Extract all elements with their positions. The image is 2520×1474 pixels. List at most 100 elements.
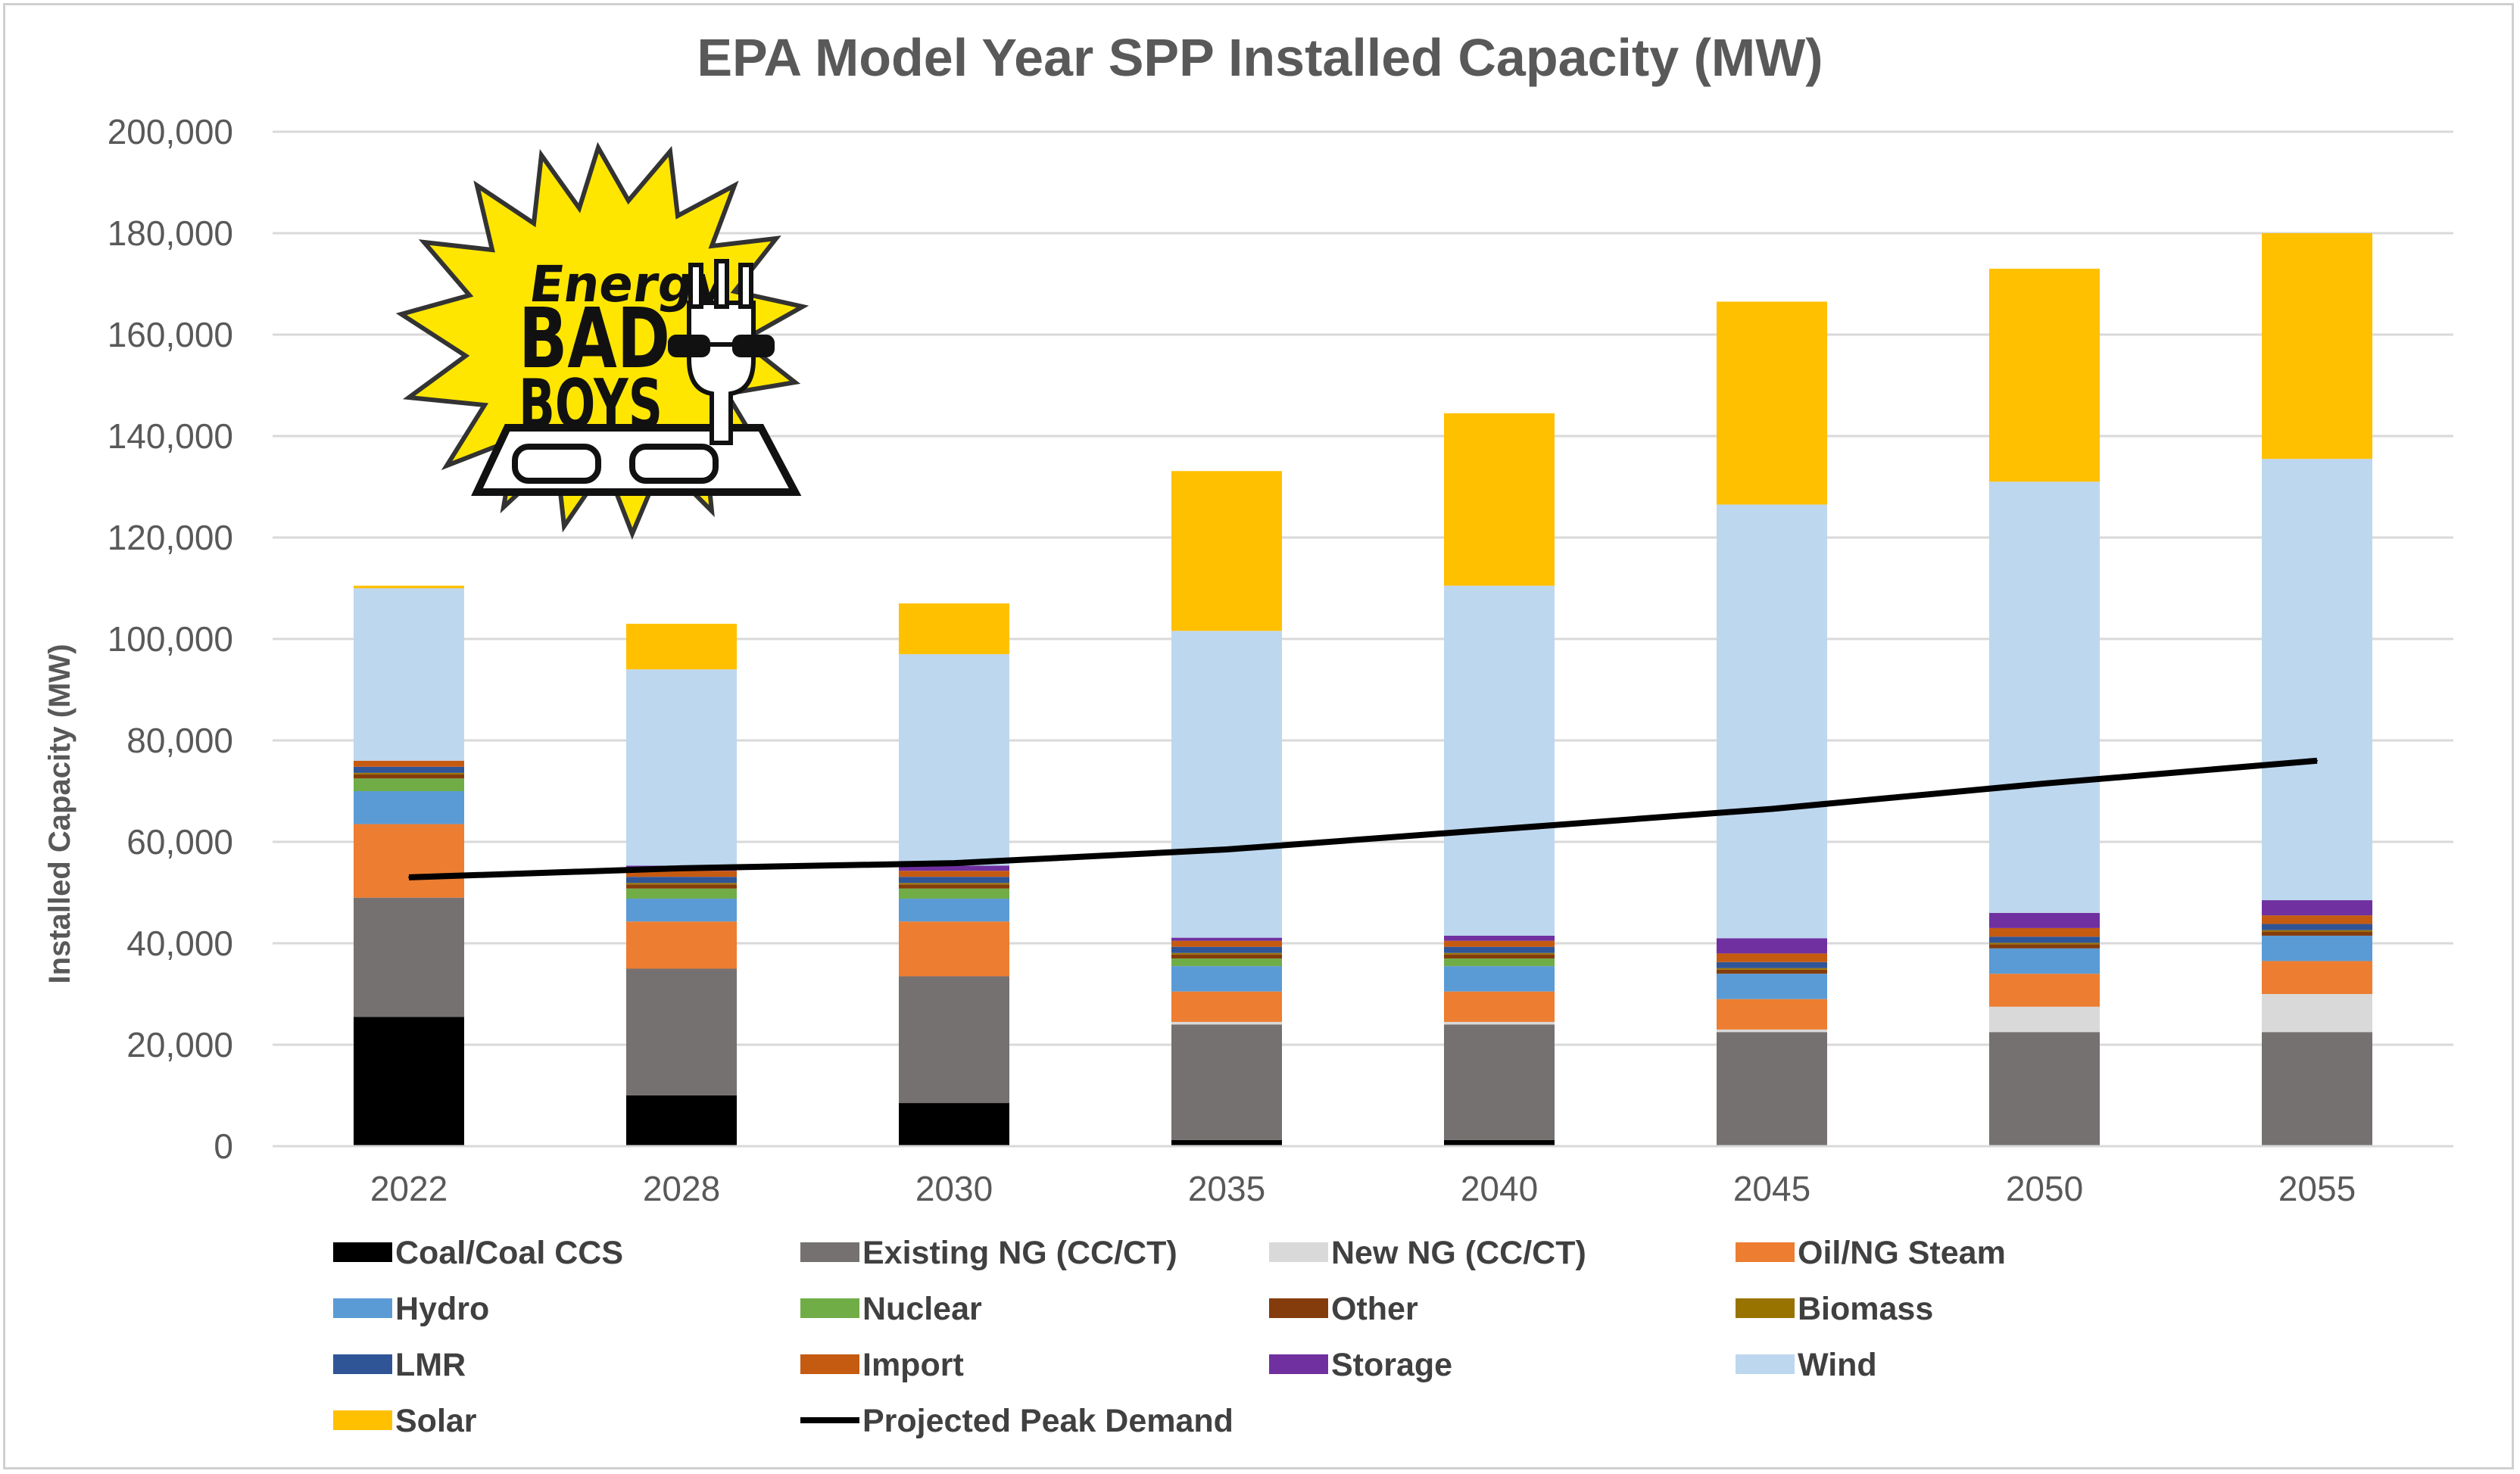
bar-existing-ng-cc-ct-2035 [1171,1024,1282,1140]
bar-coal-coal-ccs-2035 [1171,1139,1282,1146]
bar-solar-2035 [1171,471,1282,631]
x-tick-label: 2050 [2006,1169,2083,1208]
legend-item-lmr: LMR [333,1347,466,1383]
legend-item-wind: Wind [1736,1347,1877,1383]
legend-item-other: Other [1269,1291,1418,1327]
bar-wind-2022 [354,588,464,761]
bar-nuclear-2040 [1444,958,1555,967]
legend-label: Coal/Coal CCS [395,1235,623,1271]
bar-existing-ng-cc-ct-2050 [1989,1032,2100,1146]
bar-import-2050 [1989,927,2100,937]
bar-oil-ng-steam-2045 [1717,999,1827,1030]
y-tick-label: 140,000 [108,416,233,456]
bars [354,233,2372,1146]
x-tick-label: 2022 [370,1169,448,1208]
bar-hydro-2050 [1989,948,2100,974]
bar-oil-ng-steam-2028 [626,921,737,969]
x-tick-label: 2040 [1461,1169,1538,1208]
legend-item-storage: Storage [1269,1347,1452,1383]
bar-oil-ng-steam-2055 [2262,961,2372,994]
legend-label: Import [862,1347,964,1383]
bar-biomass-2055 [2262,930,2372,932]
bar-other-2022 [354,774,464,779]
legend-item-coal-coal-ccs: Coal/Coal CCS [333,1235,623,1271]
y-tick-label: 200,000 [108,112,233,151]
legend-label: Solar [395,1403,477,1439]
peak-demand-point [1226,849,1227,851]
legend-swatch [1736,1298,1795,1318]
y-tick-label: 180,000 [108,213,233,253]
legend-item-nuclear: Nuclear [800,1291,982,1327]
bar-storage-2040 [1444,935,1555,941]
bar-oil-ng-steam-2030 [899,921,1009,977]
bar-new-ng-cc-ct-2040 [1444,1021,1555,1025]
peak-demand-point [681,867,682,869]
bar-lmr-2055 [2262,924,2372,930]
legend-item-hydro: Hydro [333,1291,489,1327]
bar-oil-ng-steam-2035 [1171,991,1282,1022]
bar-solar-2050 [1989,268,2100,482]
legend-label: Biomass [1798,1291,1933,1327]
bar-stack-2045 [1717,301,1827,1146]
legend-label: New NG (CC/CT) [1331,1235,1586,1271]
y-axis-ticks: 0 20,000 40,000 60,000 80,000 100,000 120,000 1… [108,112,233,1166]
bar-biomass-2040 [1444,952,1555,955]
bar-import-2045 [1717,953,1827,962]
logo-outlet-right [629,444,719,484]
legend-swatch [1269,1242,1328,1262]
bar-coal-coal-ccs-2030 [899,1103,1009,1146]
legend-swatch [333,1298,392,1318]
bar-lmr-2040 [1444,946,1555,953]
bar-other-2028 [626,884,737,889]
bar-hydro-2022 [354,791,464,824]
x-tick-label: 2030 [915,1169,993,1208]
bar-new-ng-cc-ct-2055 [2262,994,2372,1033]
legend-swatch [1269,1354,1328,1374]
logo-text-boys: BOYS [519,365,663,444]
bar-storage-2045 [1717,938,1827,954]
legend-label: Existing NG (CC/CT) [862,1235,1177,1271]
bar-other-2055 [2262,931,2372,936]
legend-swatch [333,1410,392,1430]
legend-item-oil-ng-steam: Oil/NG Steam [1736,1235,2006,1271]
legend-swatch [1736,1354,1795,1374]
bar-new-ng-cc-ct-2035 [1171,1021,1282,1025]
legend-label: Projected Peak Demand [862,1403,1233,1439]
y-tick-label: 160,000 [108,315,233,354]
bar-existing-ng-cc-ct-2030 [899,976,1009,1104]
bar-hydro-2035 [1171,966,1282,992]
legend-label: Nuclear [862,1291,982,1327]
bar-storage-2030 [899,865,1009,871]
legend-item-biomass: Biomass [1736,1291,1933,1327]
y-tick-label: 100,000 [108,619,233,659]
bar-biomass-2035 [1171,952,1282,955]
bar-new-ng-cc-ct-2050 [1989,1006,2100,1033]
bar-other-2030 [899,884,1009,889]
peak-demand-point [408,876,410,878]
bar-stack-2035 [1171,471,1282,1146]
bar-storage-2035 [1171,937,1282,941]
bar-hydro-2028 [626,899,737,922]
x-tick-label: 2045 [1733,1169,1810,1208]
bar-nuclear-2022 [354,778,464,791]
bar-import-2035 [1171,940,1282,947]
legend-swatch [333,1242,392,1262]
y-tick-label: 0 [214,1127,233,1166]
logo-plug-character [668,259,775,445]
x-tick-label: 2028 [643,1169,720,1208]
bar-coal-coal-ccs-2022 [354,1017,464,1146]
bar-stack-2050 [1989,268,2100,1146]
bar-import-2022 [354,760,464,767]
legend-item-new-ng-cc-ct: New NG (CC/CT) [1269,1235,1586,1271]
legend-label: Other [1331,1291,1418,1327]
peak-demand-point [1499,828,1500,830]
bar-new-ng-cc-ct-2045 [1717,1029,1827,1033]
bar-stack-2028 [626,623,737,1146]
bar-lmr-2022 [354,766,464,773]
bar-other-2035 [1171,954,1282,959]
y-axis-label: Installed Capacity (MW) [43,644,76,984]
bar-stack-2030 [899,603,1009,1146]
bar-existing-ng-cc-ct-2022 [354,897,464,1017]
x-tick-label: 2055 [2278,1169,2356,1208]
legend-label: Oil/NG Steam [1798,1235,2006,1271]
